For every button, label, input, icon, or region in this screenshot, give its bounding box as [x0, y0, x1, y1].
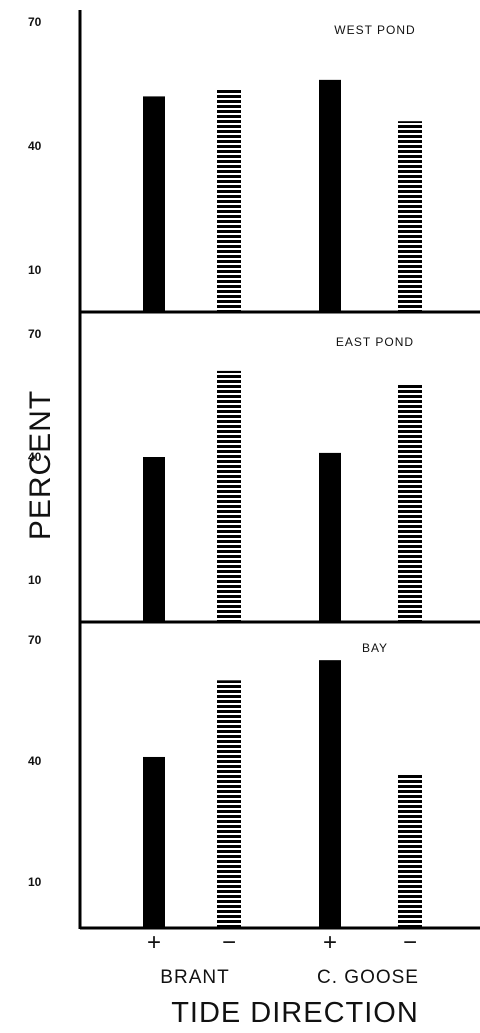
bar-cgoose-minus-panel-3	[398, 773, 422, 928]
species-label-1: BRANT	[160, 967, 229, 988]
panel-title-1: WEST POND	[334, 23, 415, 37]
panel-title-3: BAY	[362, 641, 388, 655]
panel-3: 10 40 70 BAY	[28, 633, 480, 930]
x-axis-labels: + − + − BRANT C. GOOSE	[147, 929, 419, 988]
y-tick-label-70-panel-3: 70	[28, 633, 42, 647]
x-category-label-2: −	[222, 929, 236, 956]
species-label-2: C. GOOSE	[317, 967, 419, 988]
panel-1: 10 40 70 WEST POND	[28, 15, 480, 314]
x-category-label-4: −	[403, 929, 417, 956]
bar-brant-plus-panel-1	[143, 96, 165, 313]
bar-brant-minus-panel-3	[217, 680, 241, 928]
y-tick-label-40-panel-1: 40	[28, 139, 42, 153]
y-tick-label-10-panel-1: 10	[28, 263, 42, 277]
x-category-label-3: +	[323, 929, 337, 956]
panel-2: 10 40 70 EAST POND	[28, 327, 480, 624]
y-tick-label-70-panel-1: 70	[28, 15, 42, 29]
bar-cgoose-plus-panel-3	[319, 660, 341, 928]
bar-cgoose-plus-panel-1	[319, 79, 341, 312]
bar-brant-plus-panel-3	[143, 756, 165, 928]
x-category-label-1: +	[147, 929, 161, 956]
y-axis-label: PERCENT	[24, 390, 57, 540]
bar-brant-plus-panel-2	[143, 457, 165, 622]
bar-brant-minus-panel-2	[217, 370, 241, 622]
bar-cgoose-minus-panel-1	[398, 121, 422, 312]
bar-cgoose-plus-panel-2	[319, 452, 341, 622]
y-tick-label-10-panel-2: 10	[28, 573, 42, 587]
bar-brant-minus-panel-1	[217, 88, 241, 312]
y-tick-label-10-panel-3: 10	[28, 875, 42, 889]
panels: 10 40 70 WEST POND 10 40 70 EAST POND 10 40 70 BAY	[28, 10, 480, 930]
bar-cgoose-minus-panel-2	[398, 383, 422, 622]
panel-title-2: EAST POND	[336, 335, 414, 349]
y-tick-label-40-panel-2: 40	[28, 450, 42, 464]
y-tick-label-40-panel-3: 40	[28, 754, 42, 768]
y-tick-label-70-panel-2: 70	[28, 327, 42, 341]
x-axis-label: TIDE DIRECTION	[171, 997, 419, 1029]
